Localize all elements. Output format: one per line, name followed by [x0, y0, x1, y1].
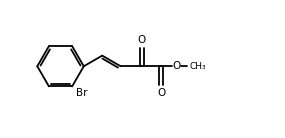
Text: O: O	[157, 88, 165, 98]
Text: CH₃: CH₃	[190, 62, 206, 71]
Text: O: O	[172, 61, 181, 71]
Text: Br: Br	[76, 88, 88, 99]
Text: O: O	[138, 35, 146, 45]
